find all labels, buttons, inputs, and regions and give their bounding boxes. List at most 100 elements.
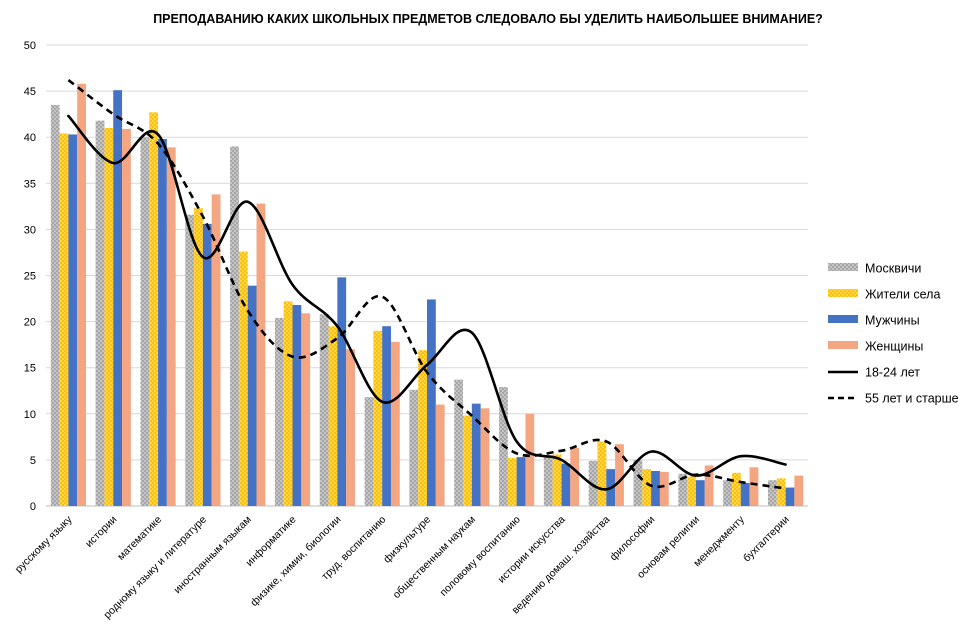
chart-title: ПРЕПОДАВАНИЮ КАКИХ ШКОЛЬНЫХ ПРЕДМЕТОВ СЛ…	[153, 12, 823, 26]
bar-3-11	[516, 457, 526, 506]
bar-1-3	[140, 137, 150, 506]
x-tick-label: ведению домаш. хозяйства	[510, 514, 613, 617]
bar-3-2	[113, 90, 123, 506]
legend-swatch	[828, 289, 858, 297]
bar-4-14	[659, 471, 669, 506]
bar-3-7	[337, 277, 347, 506]
bar-1-10	[454, 379, 464, 506]
bar-1-16	[723, 480, 732, 506]
bar-2-16	[731, 472, 741, 506]
bar-4-2	[122, 128, 131, 507]
x-tick-label: бухгалтерии	[741, 514, 792, 565]
bar-2-2	[104, 127, 114, 506]
bar-4-12	[570, 447, 580, 506]
x-tick-label: истории	[83, 514, 119, 550]
legend-swatch	[828, 341, 858, 349]
bar-3-16	[740, 482, 750, 506]
bar-3-15	[695, 480, 705, 506]
bar-2-10	[463, 415, 472, 506]
x-tick-label: философии	[608, 514, 658, 564]
y-tick-label: 30	[24, 224, 36, 236]
y-tick-label: 10	[24, 409, 36, 421]
legend: Москвичи Жители села Мужчины Женщины 18-24 л…	[828, 262, 959, 406]
bar-3-3	[158, 139, 167, 506]
bar-3-14	[651, 470, 660, 506]
bar-3-10	[471, 403, 481, 506]
bar-4-10	[480, 408, 490, 506]
y-tick-label: 45	[24, 86, 36, 98]
bar-2-15	[687, 476, 696, 506]
y-tick-label: 25	[24, 271, 36, 283]
bar-4-13	[615, 444, 624, 506]
line-series-1	[67, 114, 787, 491]
lines-layer	[67, 79, 787, 491]
legend-swatch	[828, 315, 858, 323]
bar-1-6	[274, 317, 284, 506]
y-tick-label: 5	[30, 455, 36, 467]
y-tick-label: 40	[24, 132, 36, 144]
bar-3-8	[382, 326, 391, 506]
legend-label: 18-24 лет	[865, 366, 920, 380]
bar-1-8	[364, 397, 374, 506]
bar-1-13	[588, 460, 598, 506]
bar-4-17	[794, 475, 804, 506]
bar-1-9	[409, 389, 419, 506]
legend-label: Москвичи	[865, 262, 921, 276]
bar-2-4	[194, 208, 203, 506]
bar-2-14	[642, 469, 652, 506]
y-tick-label: 0	[30, 501, 36, 513]
bar-1-12	[543, 457, 553, 506]
y-tick-label: 50	[24, 40, 36, 52]
bar-2-13	[597, 441, 607, 506]
bar-2-5	[238, 251, 248, 506]
bar-2-9	[418, 350, 427, 506]
bar-3-1	[68, 134, 78, 506]
bar-1-2	[95, 120, 105, 506]
bar-2-12	[552, 454, 562, 506]
bar-2-3	[149, 112, 159, 506]
bar-2-11	[507, 458, 517, 506]
bar-2-8	[373, 330, 383, 506]
bar-3-17	[785, 487, 795, 506]
bar-3-12	[561, 463, 571, 506]
legend-swatch	[828, 263, 858, 271]
legend-label: 55 лет и старше	[865, 392, 959, 406]
line-series-2	[67, 79, 786, 490]
bar-3-5	[247, 285, 257, 506]
bar-2-1	[59, 133, 69, 506]
bar-1-4	[185, 214, 195, 506]
bar-4-6	[301, 313, 311, 506]
bar-1-1	[50, 104, 60, 507]
y-tick-label: 15	[24, 363, 36, 375]
bar-1-17	[767, 480, 777, 506]
bar-4-15	[704, 465, 714, 506]
bar-1-7	[319, 314, 329, 506]
bar-2-7	[328, 326, 338, 506]
legend-label: Мужчины	[865, 314, 920, 328]
legend-label: Жители села	[865, 288, 940, 302]
bar-4-4	[211, 194, 221, 506]
bar-4-1	[77, 83, 87, 506]
bar-4-7	[346, 349, 355, 506]
bar-4-16	[749, 467, 759, 506]
y-tick-label: 35	[24, 178, 36, 190]
bar-1-15	[678, 473, 688, 506]
x-tick-label: иностранным языкам	[171, 514, 253, 596]
bar-3-9	[427, 299, 436, 506]
x-tick-label: половому воспитанию	[438, 514, 523, 599]
bar-2-17	[776, 478, 786, 506]
x-tick-label: общественным наукам	[391, 514, 478, 601]
bar-1-5	[230, 146, 239, 507]
bar-4-3	[166, 147, 176, 507]
bar-2-6	[283, 301, 293, 506]
x-tick-label: физике, химии, биологии	[248, 514, 343, 609]
legend-label: Женщины	[865, 340, 923, 354]
bar-4-9	[435, 404, 445, 506]
bar-4-8	[390, 341, 400, 506]
y-tick-label: 20	[24, 317, 36, 329]
x-tick-label: математике	[115, 514, 164, 563]
x-tick-label: русскому языку	[13, 513, 75, 575]
bar-1-14	[633, 459, 643, 506]
